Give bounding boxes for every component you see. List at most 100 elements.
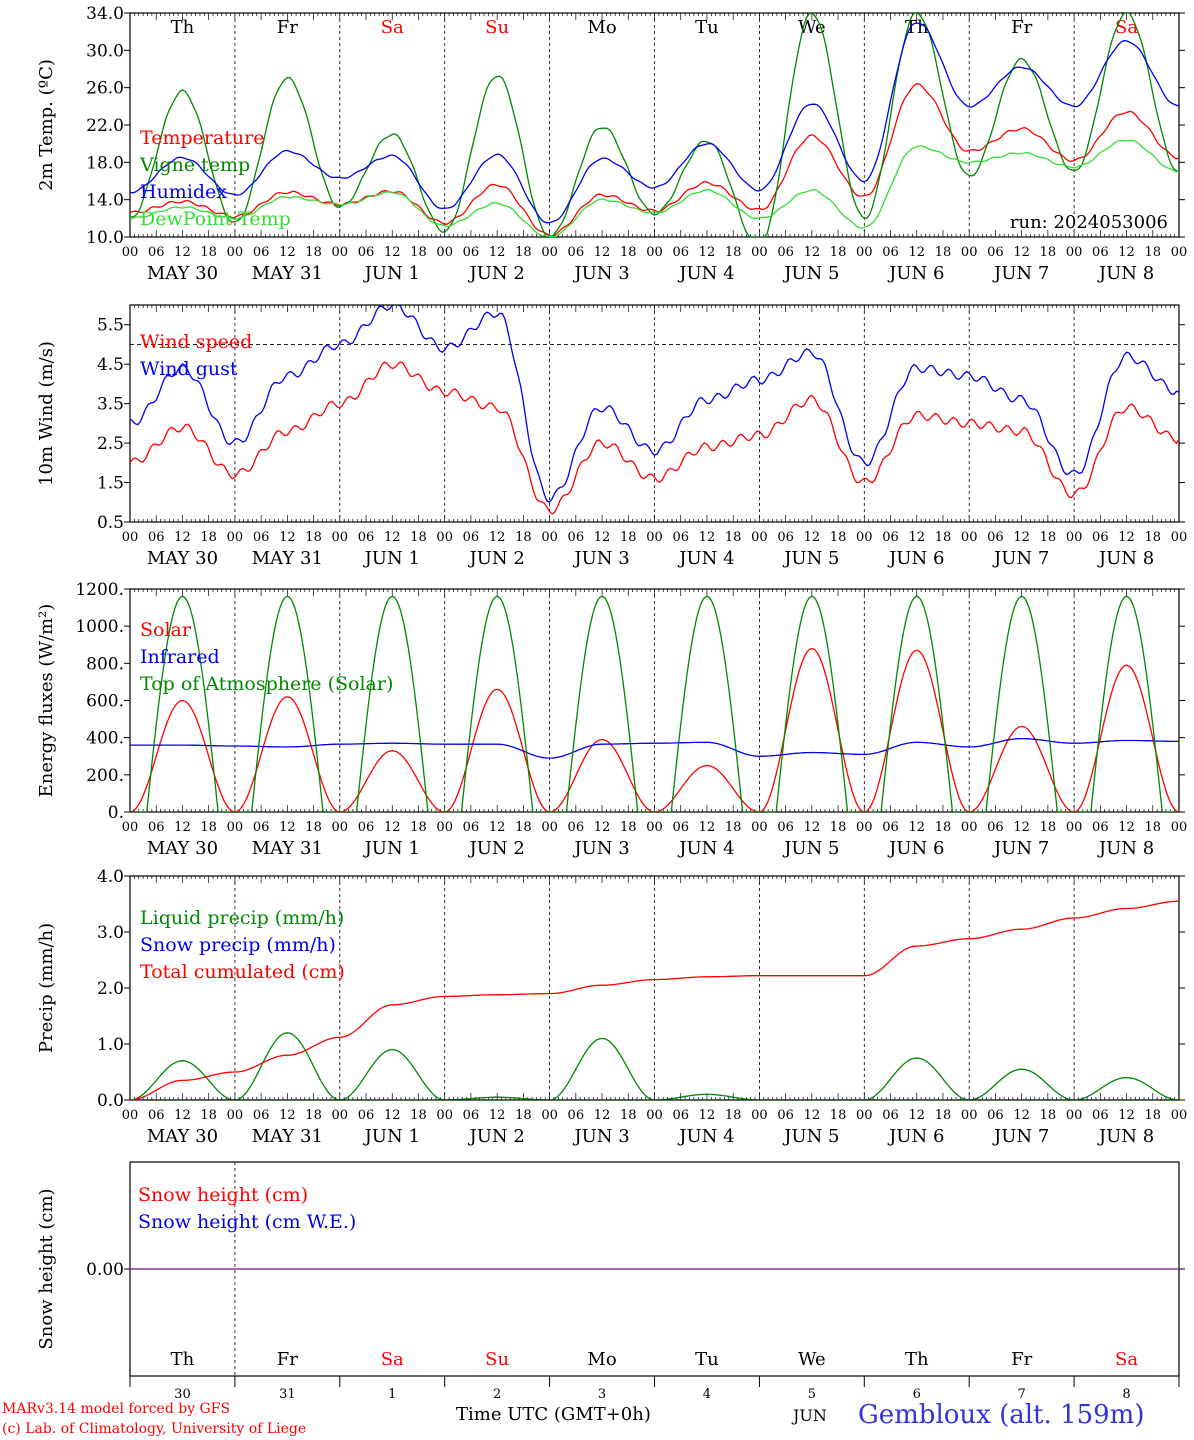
hour-tick-label: 12 [384,245,401,260]
date-short-label: 2 [493,1387,501,1400]
hour-tick-label: 06 [568,530,585,545]
hour-tick-label: 06 [253,820,270,835]
series-line [130,900,1179,1100]
month-label: JUN [793,1406,827,1425]
y-tick-label: 1000. [75,617,124,637]
hour-tick-label: 12 [1118,245,1135,260]
day-name-label: Sa [381,17,404,38]
hour-tick-label: 12 [384,530,401,545]
y-tick-label: 3.5 [97,395,124,415]
date-short-label: 5 [808,1387,816,1400]
hour-tick-label: 00 [961,820,978,835]
hour-tick-label: 06 [253,530,270,545]
series-line [130,361,1179,515]
hour-tick-label: 06 [148,820,165,835]
hour-tick-label: 18 [305,245,322,260]
hour-tick-label: 18 [620,1108,637,1123]
hour-tick-label: 00 [961,245,978,260]
hour-tick-label: 00 [227,530,244,545]
date-label: JUN 8 [1097,838,1154,859]
legend-entry: Solar [140,619,192,641]
y-axis-label: Precip (mm/h) [36,923,57,1053]
hour-tick-label: 00 [646,245,663,260]
legend-entry: Liquid precip (mm/h) [140,907,344,929]
hour-tick-label: 12 [908,1108,925,1123]
hour-tick-label: 18 [515,1108,532,1123]
hour-tick-label: 00 [1171,245,1188,260]
hour-tick-label: 06 [148,245,165,260]
hour-tick-label: 06 [358,245,375,260]
day-name-label: Fr [277,1349,298,1370]
date-label: MAY 30 [147,263,218,284]
series-line [130,22,1179,224]
date-label: JUN 1 [363,548,420,569]
hour-tick-label: 06 [987,1108,1004,1123]
date-label: JUN 6 [887,838,944,859]
legend-entry: Temperature [140,127,264,149]
hour-tick-label: 18 [410,530,427,545]
date-label: JUN 4 [677,1126,734,1147]
day-name-label: Mo [587,1349,616,1370]
y-tick-label: 4.5 [97,355,124,375]
hour-tick-label: 06 [253,1108,270,1123]
panel-frame-0 [129,12,1180,238]
hour-tick-label: 00 [332,245,349,260]
y-tick-label: 1200. [75,580,124,600]
date-short-label: 31 [279,1387,296,1400]
legend-entry: DewPoint Temp [140,208,291,230]
hour-tick-label: 06 [1092,1108,1109,1123]
hour-tick-label: 06 [777,1108,794,1123]
hour-tick-label: 18 [830,820,847,835]
day-name-label: Fr [1011,1349,1032,1370]
legend-entry: Vigne temp [139,154,250,176]
legend-entry: Infrared [140,646,220,668]
hour-tick-label: 12 [489,1108,506,1123]
series-line [130,139,1179,237]
date-label: MAY 30 [147,1126,218,1147]
hour-tick-label: 18 [410,1108,427,1123]
hour-tick-label: 00 [436,1108,453,1123]
hour-tick-label: 18 [830,530,847,545]
hour-tick-label: 18 [1145,530,1162,545]
hour-tick-label: 00 [541,245,558,260]
hour-tick-label: 00 [1066,820,1083,835]
date-label: JUN 4 [677,548,734,569]
hour-tick-label: 06 [882,245,899,260]
hour-tick-label: 12 [1118,530,1135,545]
date-label: JUN 7 [992,838,1049,859]
hour-tick-label: 18 [1145,1108,1162,1123]
hour-tick-label: 00 [122,245,139,260]
date-label: JUN 1 [363,263,420,284]
hour-tick-label: 12 [279,820,296,835]
hour-tick-label: 06 [987,820,1004,835]
hour-tick-label: 12 [489,820,506,835]
credit-line-1: MARv3.14 model forced by GFS [2,1401,231,1417]
hour-tick-label: 00 [227,820,244,835]
hour-tick-label: 12 [1013,1108,1030,1123]
day-name-label: Th [171,1349,195,1370]
date-label: JUN 2 [467,1126,524,1147]
legend-entry: Top of Atmosphere (Solar) [140,673,393,695]
hour-tick-label: 18 [1145,820,1162,835]
day-name-label: Tu [695,1349,719,1370]
hour-tick-label: 06 [777,820,794,835]
y-tick-label: 3.0 [97,923,124,943]
hour-tick-label: 00 [436,245,453,260]
date-label: JUN 1 [363,1126,420,1147]
hour-tick-label: 18 [305,530,322,545]
day-name-label: Mo [587,17,616,38]
date-label: JUN 2 [467,838,524,859]
legend-entry: Snow precip (mm/h) [140,934,336,956]
y-tick-label: 800. [86,654,124,674]
date-label: MAY 31 [252,548,323,569]
hour-tick-label: 12 [908,530,925,545]
series-group [130,595,1179,812]
hour-tick-label: 06 [987,245,1004,260]
hour-tick-label: 00 [646,1108,663,1123]
hour-tick-label: 18 [515,530,532,545]
y-tick-label: 1.0 [97,1035,124,1055]
date-label: MAY 30 [147,548,218,569]
series-line [130,305,1179,504]
hour-tick-label: 18 [620,245,637,260]
hour-tick-label: 00 [332,1108,349,1123]
